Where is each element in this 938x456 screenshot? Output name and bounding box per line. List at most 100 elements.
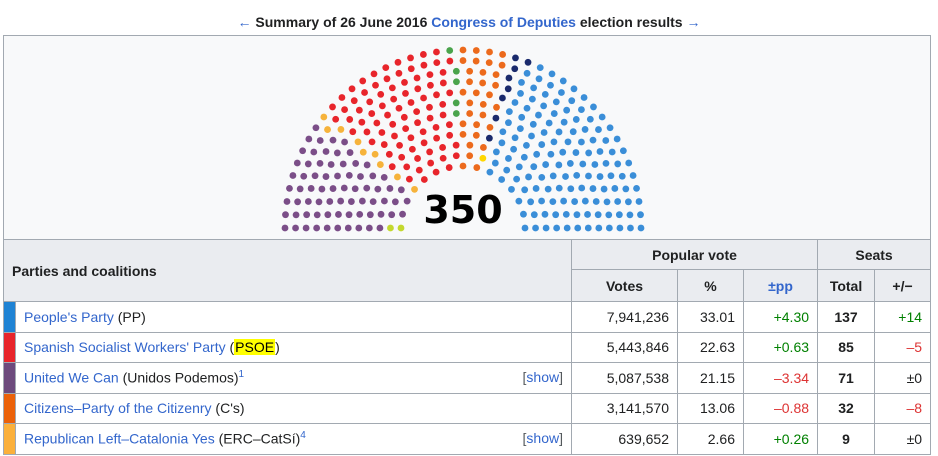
seat-dot xyxy=(606,124,614,132)
seat-dot xyxy=(333,149,341,157)
seat-dot xyxy=(439,79,447,87)
seat-dot xyxy=(341,138,348,146)
seat-dot xyxy=(386,185,394,192)
seat-dot xyxy=(486,91,493,99)
seat-dot xyxy=(459,88,467,96)
seat-dot xyxy=(446,89,454,97)
seat-dot xyxy=(548,70,556,78)
seat-dot xyxy=(363,161,371,169)
seat-change-header: +/− xyxy=(874,269,932,302)
show-toggle[interactable]: [show] xyxy=(522,430,563,447)
seat-dot xyxy=(605,224,613,232)
pp-link[interactable]: ±pp xyxy=(768,277,793,294)
seat-dot xyxy=(354,138,362,146)
seat-dot xyxy=(459,120,467,128)
party-link[interactable]: Spanish Socialist Workers' Party xyxy=(24,339,226,356)
seat-dot xyxy=(300,172,308,180)
seat-dot xyxy=(541,210,549,218)
seat-dot xyxy=(503,166,511,174)
seat-dot xyxy=(426,148,434,156)
percent-cell: 22.63 xyxy=(677,331,744,363)
party-color-swatch xyxy=(3,331,16,363)
seat-dot xyxy=(378,129,386,136)
seat-dot xyxy=(572,149,580,156)
seat-dot xyxy=(637,224,645,232)
seat-dot xyxy=(281,224,289,232)
seat-dot xyxy=(596,173,604,180)
seat-dot xyxy=(472,89,480,97)
show-toggle[interactable]: [show] xyxy=(522,369,563,386)
seat-dot xyxy=(420,139,428,147)
seat-dot xyxy=(505,108,513,116)
total-seats-label: 350 xyxy=(423,188,502,232)
congress-of-deputies-link[interactable]: Congress of Deputies xyxy=(431,14,576,30)
seat-dot xyxy=(341,106,348,113)
seat-dot xyxy=(492,114,500,122)
party-name-cell: [show] United We Can (Unidos Podemos)1 xyxy=(15,362,572,394)
highlighted-abbr: PSOE xyxy=(234,339,276,356)
next-election-arrow[interactable]: → xyxy=(686,14,701,30)
seat-dot xyxy=(607,172,615,180)
seat-dot xyxy=(523,69,531,77)
pp-change-cell: –3.34 xyxy=(742,362,819,394)
seat-dot xyxy=(466,141,474,149)
seat-dot xyxy=(358,118,366,126)
seat-dot xyxy=(559,77,567,85)
seat-dot xyxy=(363,128,371,136)
show-link[interactable]: show xyxy=(526,430,560,447)
seat-dot xyxy=(399,210,406,218)
seat-dot xyxy=(329,185,337,192)
seat-dot xyxy=(439,68,447,76)
table-row: [show] Republican Left–Catalonia Yes (ERC… xyxy=(3,423,932,455)
seat-dot xyxy=(598,113,606,121)
seat-dot xyxy=(512,54,519,62)
parliament-diagram-box: 350 xyxy=(3,35,931,240)
seat-dot xyxy=(466,78,473,86)
seat-dot xyxy=(403,163,411,171)
seat-dot xyxy=(524,58,532,66)
seat-dot xyxy=(584,211,591,218)
seat-dot xyxy=(560,118,568,126)
seat-dot xyxy=(355,106,363,114)
seat-dot xyxy=(373,119,381,127)
seat-dot xyxy=(407,65,415,73)
seat-dot xyxy=(402,125,410,133)
seat-dot xyxy=(573,172,581,179)
seat-dot xyxy=(570,85,578,93)
seat-dot xyxy=(511,99,519,106)
seat-dot xyxy=(313,211,321,219)
seat-change-cell: ±0 xyxy=(874,362,932,394)
seat-dot xyxy=(553,224,561,232)
footnote-link[interactable]: 4 xyxy=(300,430,306,442)
seat-dot xyxy=(517,90,524,97)
party-link[interactable]: Citizens–Party of the Citizenry xyxy=(24,400,212,417)
seat-dot xyxy=(316,137,324,144)
seat-dot xyxy=(338,94,346,101)
seat-dot xyxy=(316,159,324,167)
seat-dot xyxy=(433,91,440,99)
seat-dot xyxy=(602,137,610,144)
seat-dot xyxy=(445,164,453,171)
seat-dot xyxy=(614,198,622,205)
seat-change-cell: +14 xyxy=(874,301,932,333)
seat-dot xyxy=(420,176,428,183)
votes-header: Votes xyxy=(571,269,678,302)
caption-text-after: election results xyxy=(579,14,683,30)
seat-dot xyxy=(413,108,421,116)
party-link[interactable]: United We Can xyxy=(24,370,119,387)
seat-dot xyxy=(372,81,379,89)
party-color-swatch xyxy=(3,301,16,333)
footnote-link[interactable]: 1 xyxy=(238,369,245,381)
seat-dot xyxy=(466,99,474,107)
seat-dot xyxy=(473,164,481,171)
seat-dot xyxy=(335,211,342,218)
show-link[interactable]: show xyxy=(526,369,560,386)
seat-dot xyxy=(635,198,643,205)
party-link[interactable]: People's Party xyxy=(24,308,114,325)
seat-dot xyxy=(580,94,588,101)
seat-dot xyxy=(523,141,530,149)
prev-election-arrow[interactable]: ← xyxy=(237,14,252,30)
seat-dot xyxy=(324,126,331,133)
party-link[interactable]: Republican Left–Catalonia Yes xyxy=(24,431,215,448)
seat-dot xyxy=(581,126,589,133)
